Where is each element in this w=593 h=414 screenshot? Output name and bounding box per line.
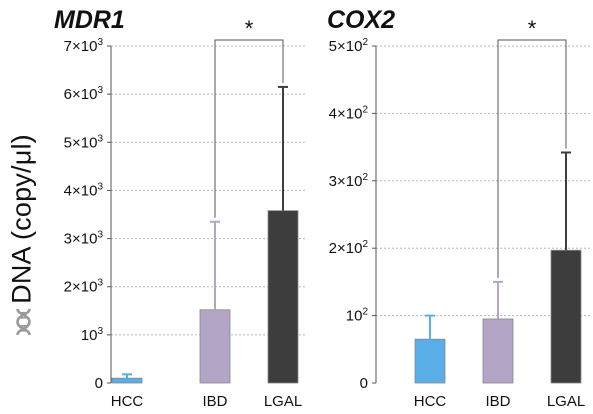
- y-axis-label: DNA (copy/μl): [7, 134, 38, 336]
- cox2-y-tick-label: 0: [360, 375, 368, 392]
- cox2-bar-hcc: [414, 338, 446, 384]
- cox2-y-tick-label: 2×102: [329, 239, 369, 257]
- cox2-significance-bracket: [497, 39, 567, 278]
- mdr1-y-tick-label: 103: [81, 326, 104, 344]
- mdr1-x-tick-label: HCC: [111, 393, 144, 410]
- cox2-x-tick-label: HCC: [414, 393, 447, 410]
- mdr1-y-tick-label: 3×103: [64, 230, 104, 248]
- cox2-significance-label: *: [528, 16, 537, 41]
- cox2-x-tick-label: IBD: [485, 393, 510, 410]
- mdr1-significance-label: *: [245, 16, 254, 41]
- y-axis-label-container: DNA (copy/μl): [3, 110, 41, 360]
- mdr1-y-tick-label: 0: [95, 375, 103, 392]
- mdr1-y-tick-label: 4×103: [64, 181, 104, 199]
- mdr1-bar-lgal: [267, 210, 299, 384]
- cox2-y-tick-label: 4×102: [329, 104, 369, 122]
- mdr1-bar-ibd: [199, 309, 231, 384]
- cox2-bar-lgal: [550, 249, 582, 384]
- mdr1-x-tick-label: LGAL: [264, 393, 302, 410]
- mdr1-x-tick-label: IBD: [202, 393, 227, 410]
- dna-helix-icon: [16, 308, 31, 336]
- mdr1-y-tick-label: 6×103: [64, 85, 104, 103]
- cox2-x-tick-label: LGAL: [547, 393, 585, 410]
- cox2-y-tick-label: 3×102: [329, 172, 369, 190]
- mdr1-y-tick-label: 2×103: [64, 278, 104, 296]
- mdr1-significance-bracket: [214, 39, 284, 218]
- cox2-y-tick-label: 102: [346, 307, 369, 325]
- cox2-bar-ibd: [482, 318, 514, 384]
- mdr1-y-tick-label: 7×103: [64, 37, 104, 55]
- cox2-y-tick-label: 5×102: [329, 37, 369, 55]
- mdr1-y-tick-label: 5×103: [64, 133, 104, 151]
- cox2-title: COX2: [327, 6, 395, 34]
- mdr1-title: MDR1: [54, 6, 125, 34]
